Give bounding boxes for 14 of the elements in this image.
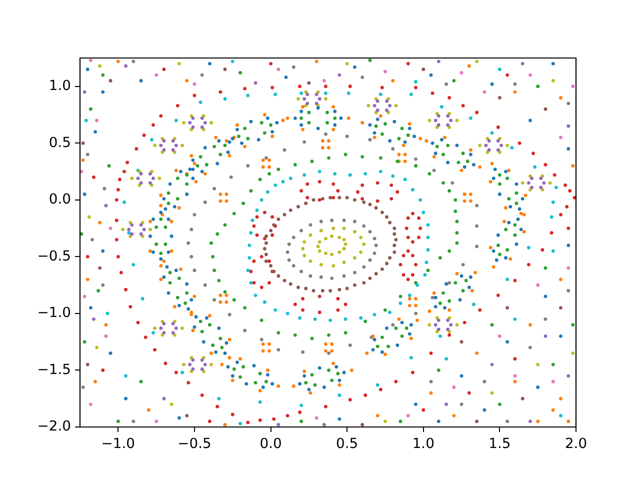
- y-tick-label: 1.0: [48, 78, 71, 94]
- y-tick-label: 0.5: [48, 134, 71, 151]
- x-tick-label: 1.0: [412, 436, 434, 452]
- y-tick-label: −1.0: [37, 305, 71, 322]
- y-tick-label: −2.0: [37, 418, 71, 435]
- x-tick-label: 0.0: [260, 436, 282, 452]
- x-tick-label: 2.0: [564, 436, 588, 452]
- y-tick-label: −0.5: [37, 248, 71, 264]
- x-tick-label: 1.5: [488, 436, 511, 452]
- y-tick-label: 0.0: [48, 192, 71, 208]
- x-tick-label: −0.5: [178, 436, 212, 452]
- x-tick-label: −1.0: [101, 436, 136, 452]
- x-tick-label: 0.5: [336, 436, 358, 452]
- y-tick-label: −1.5: [37, 362, 71, 378]
